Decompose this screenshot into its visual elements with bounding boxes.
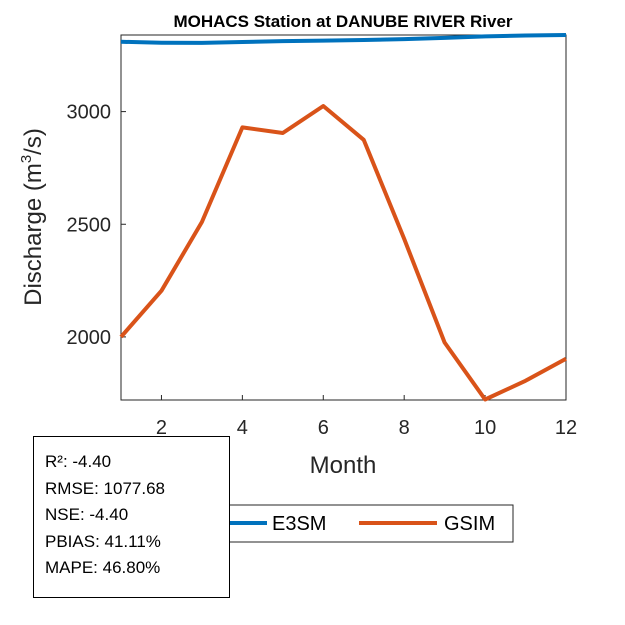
- series-line-gsim: [119, 104, 567, 402]
- y-tick-label: 2500: [67, 214, 112, 236]
- x-tick-label: 4: [237, 417, 248, 439]
- y-tick-label: 3000: [67, 102, 112, 124]
- legend: E3SM GSIM: [221, 504, 514, 543]
- chart-title: MOHACS Station at DANUBE RIVER River: [173, 12, 512, 31]
- stat-r2: R²: -4.40: [45, 452, 112, 471]
- plot-lines: [119, 33, 567, 402]
- legend-label-gsim: GSIM: [444, 513, 495, 535]
- legend-label-e3sm: E3SM: [272, 513, 326, 535]
- stat-rmse: RMSE: 1077.68: [45, 478, 166, 498]
- x-tick-label: 8: [399, 417, 410, 439]
- x-tick-label: 10: [474, 417, 496, 439]
- x-tick-label: 12: [555, 417, 577, 439]
- plot-area: [120, 34, 567, 401]
- x-tick-label: 2: [156, 417, 167, 439]
- y-axis: 2000 2500 3000: [67, 102, 126, 349]
- x-axis-label: Month: [310, 452, 377, 479]
- y-axis-label: Discharge (m3/s): [18, 128, 47, 306]
- stat-mape: MAPE: 46.80%: [45, 558, 161, 577]
- y-tick-label: 2000: [67, 327, 112, 349]
- x-axis: 2 4 6 8 10 12: [156, 395, 577, 439]
- stat-pbias: PBIAS: 41.11%: [45, 531, 161, 551]
- stat-nse: NSE: -4.40: [45, 505, 129, 524]
- series-line-e3sm: [120, 33, 567, 45]
- stats-box: R²: -4.40 RMSE: 1077.68 NSE: -4.40 PBIAS…: [33, 436, 230, 598]
- x-tick-label: 6: [318, 417, 329, 439]
